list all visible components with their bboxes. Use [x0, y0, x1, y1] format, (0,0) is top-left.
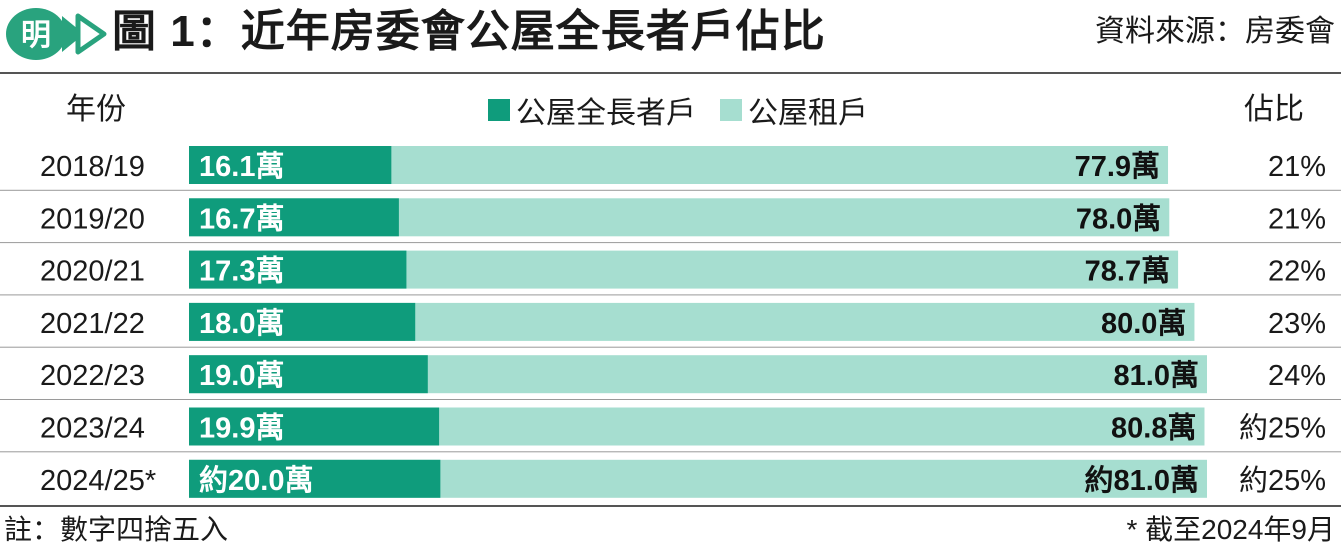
year-label: 2022/23 [40, 360, 145, 392]
share-value-label: 約25% [1239, 412, 1326, 445]
share-value-label: 21% [1268, 151, 1326, 183]
bar-tenants-value-label: 81.0萬 [1114, 359, 1199, 392]
share-value-label: 21% [1268, 203, 1326, 235]
bar-elderly [189, 407, 440, 446]
year-label: 2020/21 [40, 256, 145, 288]
bar-tenants-value-label: 78.7萬 [1085, 255, 1170, 288]
bar-elderly-value-label: 19.0萬 [199, 359, 284, 392]
share-value-label: 24% [1268, 360, 1326, 392]
bar-tenants-value-label: 80.8萬 [1111, 412, 1196, 445]
chart-title: 圖 1：近年房委會公屋全長者戶佔比 [112, 7, 826, 56]
bar-elderly [189, 302, 416, 341]
legend-item-tenants: 公屋租戶 [720, 88, 868, 132]
bar-elderly [189, 146, 392, 184]
bar-elderly [189, 250, 407, 289]
bar-elderly [189, 198, 399, 237]
as-of-note: * 截至2024年9月 [1126, 514, 1335, 545]
bar-elderly-value-label: 16.1萬 [199, 150, 284, 183]
row-separator [0, 399, 1341, 400]
bar-tenants-value-label: 80.0萬 [1101, 307, 1186, 340]
year-label: 2019/20 [40, 203, 145, 235]
row-separator [0, 294, 1341, 296]
legend: 公屋全長者戶 公屋租戶 [488, 90, 892, 130]
footer-divider [0, 505, 1341, 507]
logo-icon: 明 [6, 8, 107, 60]
share-value-label: 22% [1268, 256, 1326, 288]
year-label: 2024/25* [40, 465, 156, 497]
share-column-header: 佔比 [1244, 93, 1304, 126]
footnote: 註：數字四捨五入 [4, 514, 229, 545]
bar-elderly-value-label: 17.3萬 [199, 255, 284, 288]
year-label: 2021/22 [40, 308, 145, 340]
legend-item-elderly: 公屋全長者戶 [488, 88, 696, 132]
bar-elderly-value-label: 19.9萬 [199, 412, 284, 445]
bar-elderly [189, 459, 441, 498]
legend-label-elderly: 公屋全長者戶 [516, 97, 696, 130]
share-value-label: 23% [1268, 308, 1326, 340]
row-separator [0, 451, 1341, 453]
bar-tenants-value-label: 78.0萬 [1076, 202, 1161, 235]
header-divider [0, 72, 1341, 74]
legend-swatch-elderly [488, 99, 510, 121]
legend-swatch-tenants [720, 99, 742, 121]
logo-text: 明 [21, 18, 51, 53]
year-label: 2023/24 [40, 413, 145, 445]
row-separator [0, 189, 1341, 191]
year-column-header: 年份 [66, 93, 126, 126]
row-separator [0, 242, 1341, 244]
source-note: 資料來源：房委會 [1095, 15, 1335, 48]
share-value-label: 約25% [1239, 464, 1326, 497]
row-separator [0, 346, 1341, 348]
bar-elderly-value-label: 18.0萬 [199, 307, 284, 340]
bar-tenants-value-label: 77.9萬 [1075, 150, 1160, 183]
year-label: 2018/19 [40, 151, 145, 183]
legend-label-tenants: 公屋租戶 [748, 97, 868, 130]
bar-tenants-value-label: 約81.0萬 [1085, 463, 1199, 497]
bar-elderly-value-label: 16.7萬 [199, 202, 284, 235]
bar-elderly [189, 355, 428, 394]
chart-header: 明 圖 1：近年房委會公屋全長者戶佔比 資料來源：房委會 [0, 0, 1341, 72]
bar-elderly-value-label: 約20.0萬 [199, 463, 313, 497]
